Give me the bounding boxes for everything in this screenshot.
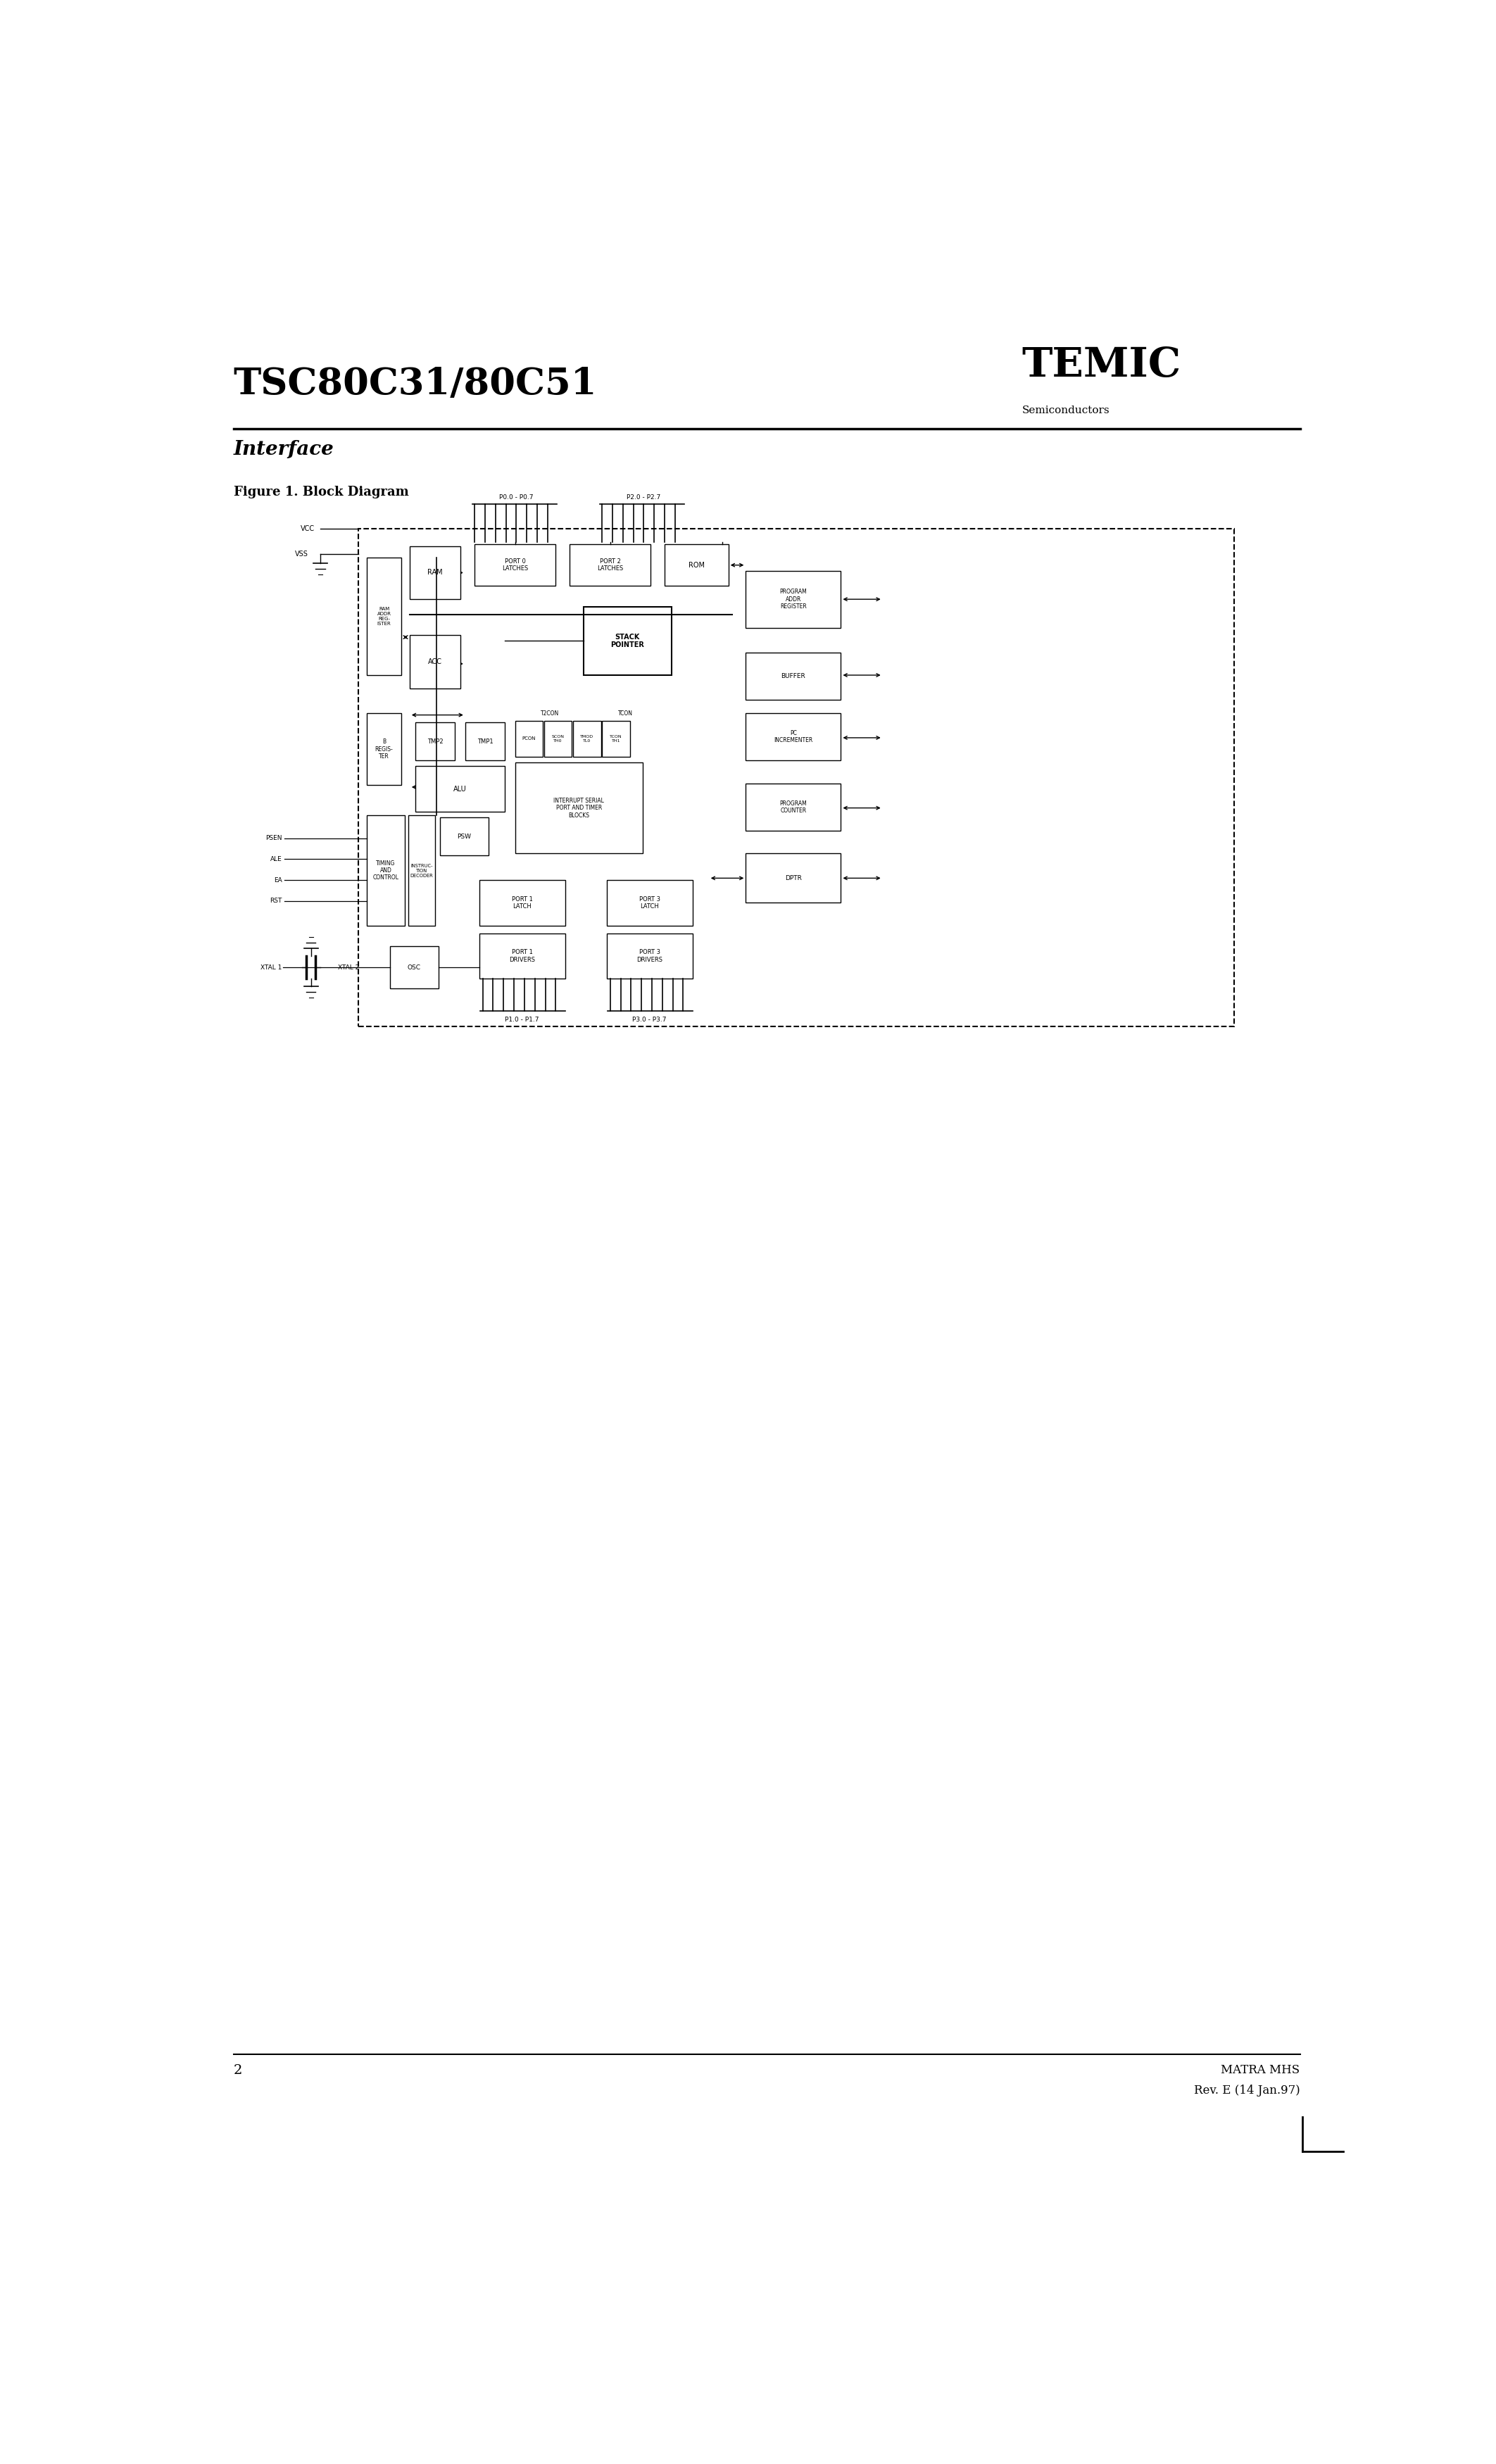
Bar <box>747 712 841 761</box>
Text: TSC80C31/80C51: TSC80C31/80C51 <box>233 367 597 402</box>
Text: TMOD
TL0: TMOD TL0 <box>580 734 594 742</box>
Text: PORT 2
LATCHES: PORT 2 LATCHES <box>597 559 624 572</box>
Text: PORT 3
DRIVERS: PORT 3 DRIVERS <box>637 949 663 963</box>
Text: B
REGIS-
TER: B REGIS- TER <box>375 739 393 759</box>
Text: XTAL 1: XTAL 1 <box>260 963 283 971</box>
Text: SCON
TH0: SCON TH0 <box>552 734 564 742</box>
Bar <box>664 545 729 586</box>
Text: XTAL 2: XTAL 2 <box>338 963 359 971</box>
Bar <box>359 530 1234 1025</box>
Text: MATRA MHS: MATRA MHS <box>1221 2065 1300 2075</box>
Bar <box>570 545 651 586</box>
Text: P0.0 - P0.7: P0.0 - P0.7 <box>500 495 534 500</box>
Text: PROGRAM
ADDR
REGISTER: PROGRAM ADDR REGISTER <box>779 589 806 609</box>
Text: TMP1: TMP1 <box>477 739 492 744</box>
Bar <box>440 818 488 855</box>
Text: P1.0 - P1.7: P1.0 - P1.7 <box>506 1018 539 1023</box>
Text: TMP2: TMP2 <box>428 739 443 744</box>
Text: ACC: ACC <box>428 658 443 665</box>
Bar <box>474 545 555 586</box>
Text: PROGRAM
COUNTER: PROGRAM COUNTER <box>779 801 806 813</box>
Text: STACK
POINTER: STACK POINTER <box>610 633 645 648</box>
Text: PORT 1
LATCH: PORT 1 LATCH <box>512 897 533 909</box>
Text: Semiconductors: Semiconductors <box>1022 407 1110 416</box>
Text: Rev. E (14 Jan.97): Rev. E (14 Jan.97) <box>1194 2085 1300 2097</box>
Text: TCON: TCON <box>618 710 633 717</box>
Bar <box>545 719 571 756</box>
Text: RAM: RAM <box>428 569 443 577</box>
Text: PORT 0
LATCHES: PORT 0 LATCHES <box>503 559 528 572</box>
Text: TIMING
AND
CONTROL: TIMING AND CONTROL <box>373 860 399 882</box>
Text: INSTRUC-
TION
DECODER: INSTRUC- TION DECODER <box>410 862 434 877</box>
Bar <box>747 784 841 830</box>
Bar <box>416 766 504 811</box>
Text: RST: RST <box>269 897 283 904</box>
Text: DPTR: DPTR <box>785 875 802 882</box>
Text: INTERRUPT SERIAL
PORT AND TIMER
BLOCKS: INTERRUPT SERIAL PORT AND TIMER BLOCKS <box>554 798 604 818</box>
Text: Figure 1. Block Diagram: Figure 1. Block Diagram <box>233 485 408 498</box>
Bar <box>573 719 601 756</box>
Bar <box>747 653 841 700</box>
Text: EA: EA <box>274 877 283 882</box>
Text: T2CON: T2CON <box>540 710 560 717</box>
Bar <box>367 712 401 786</box>
Text: P2.0 - P2.7: P2.0 - P2.7 <box>627 495 661 500</box>
Bar <box>583 606 672 675</box>
Text: Interface: Interface <box>233 441 334 458</box>
Bar <box>747 572 841 628</box>
Text: PORT 3
LATCH: PORT 3 LATCH <box>639 897 660 909</box>
Text: PSW: PSW <box>458 833 471 840</box>
Bar <box>479 934 565 978</box>
Bar <box>607 880 693 926</box>
Text: VCC: VCC <box>301 525 314 532</box>
Bar <box>410 636 461 687</box>
Bar <box>515 719 543 756</box>
Bar <box>515 761 643 853</box>
Text: VSS: VSS <box>295 549 308 557</box>
Text: OSC: OSC <box>407 963 420 971</box>
Text: RAM
ADDR
REG-
ISTER: RAM ADDR REG- ISTER <box>377 606 390 626</box>
Text: PC
INCREMENTER: PC INCREMENTER <box>773 729 812 744</box>
Bar <box>601 719 630 756</box>
Text: 2: 2 <box>233 2065 242 2077</box>
Text: ALU: ALU <box>453 786 467 793</box>
Text: BUFFER: BUFFER <box>781 673 806 680</box>
Text: P3.0 - P3.7: P3.0 - P3.7 <box>633 1018 667 1023</box>
Bar <box>607 934 693 978</box>
Bar <box>408 816 435 926</box>
Bar <box>479 880 565 926</box>
Bar <box>410 547 461 599</box>
Bar <box>747 853 841 902</box>
Bar <box>416 722 455 761</box>
Text: PSEN: PSEN <box>265 835 283 843</box>
Text: ALE: ALE <box>271 855 283 862</box>
Text: ROM: ROM <box>688 562 705 569</box>
Text: TCON
TH1: TCON TH1 <box>610 734 622 742</box>
Text: TEMIC: TEMIC <box>1022 345 1180 384</box>
Bar <box>367 557 401 675</box>
Bar <box>390 946 438 988</box>
Text: PCON: PCON <box>522 737 536 742</box>
Text: PORT 1
DRIVERS: PORT 1 DRIVERS <box>509 949 536 963</box>
Bar <box>367 816 405 926</box>
Text: TL   SCON   S   IP: TL SCON S IP <box>515 766 552 769</box>
Bar <box>465 722 504 761</box>
